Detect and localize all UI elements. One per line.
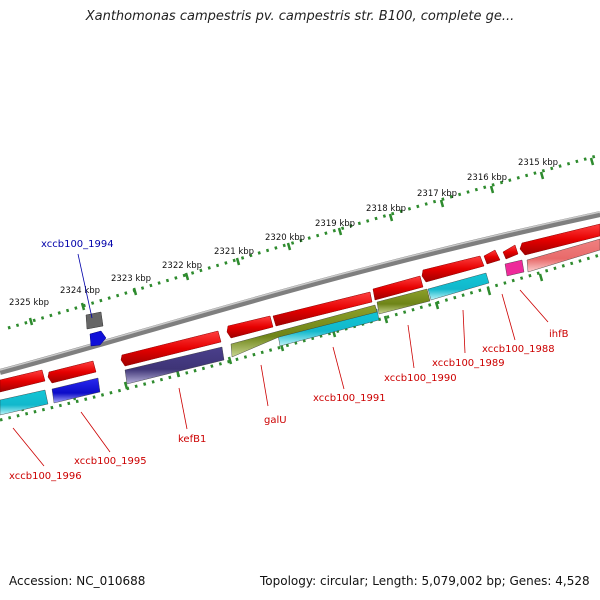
cds-olive-2 — [230, 304, 378, 358]
backbone-highlight — [0, 211, 600, 371]
gene-galU-arrow — [272, 291, 373, 327]
gene-label-ihfB[interactable]: ihfB — [549, 329, 569, 340]
tick-2321 — [286, 242, 292, 251]
ruler-label-2322: 2322 kbp — [162, 261, 202, 271]
cds-purple — [124, 346, 225, 385]
ruler-label-2325: 2325 kbp — [9, 298, 49, 308]
ruler-ticks — [28, 157, 595, 326]
gene-xccb100_1992-arrow — [226, 315, 274, 339]
gene-xccb100_1990-arrow — [421, 255, 485, 283]
gene-kefB1-arrow — [120, 330, 222, 367]
tick-2318 — [439, 199, 445, 208]
tick-2319 — [388, 213, 394, 222]
gene-ihfB-arrow — [519, 223, 600, 256]
cds-features — [0, 238, 600, 416]
topology-label: Topology: circular; Length: 5,079,002 bp… — [260, 574, 590, 588]
tick-2323 — [184, 272, 190, 281]
gene-label-kefB1[interactable]: kefB1 — [178, 434, 206, 445]
gene-xccb100_1989-arrow — [483, 249, 501, 265]
ruler-label-2316: 2316 kbp — [467, 173, 507, 183]
label-leaders — [12, 253, 549, 467]
tick-2316 — [539, 171, 545, 180]
ruler-label-2320: 2320 kbp — [265, 233, 305, 243]
tick-2325 — [80, 302, 86, 311]
ruler-label-2315: 2315 kbp — [518, 158, 558, 168]
ruler-label-2319: 2319 kbp — [315, 219, 355, 229]
gene-label-galU[interactable]: galU — [264, 415, 287, 426]
gene-label-xccb100_1988[interactable]: xccb100_1988 — [482, 344, 555, 355]
inner-ruler-track — [0, 253, 600, 422]
tick-2320 — [337, 227, 343, 236]
ruler-label-2323: 2323 kbp — [111, 274, 151, 284]
ruler-label-2318: 2318 kbp — [366, 204, 406, 214]
gene-label-xccb100_1989[interactable]: xccb100_1989 — [432, 358, 505, 369]
gene-xccb100_1995-arrow — [47, 360, 97, 384]
ruler-label-2317: 2317 kbp — [417, 189, 457, 199]
gene-xccb100_1996-arrow — [0, 369, 46, 393]
cds-blue — [51, 377, 101, 404]
cds-cyan-1 — [427, 272, 490, 301]
ruler-label-2321: 2321 kbp — [214, 247, 254, 257]
gene-xccb100_1988-arrow — [502, 244, 519, 260]
gene-label-xccb100_1990[interactable]: xccb100_1990 — [384, 373, 457, 384]
accession-label: Accession: NC_010688 — [9, 574, 146, 588]
gene-xccb100_1994-gray — [85, 311, 104, 330]
tick-2317 — [489, 185, 495, 194]
gene-xccb100_1991-arrow — [372, 275, 424, 301]
cds-olive-1 — [376, 288, 431, 315]
cds-cyan-3 — [0, 389, 49, 416]
forward-genes — [0, 223, 600, 393]
genome-backbone — [0, 211, 600, 375]
gene-label-xccb100_1991[interactable]: xccb100_1991 — [313, 393, 386, 404]
cds-pink — [504, 259, 525, 277]
ruler-track — [7, 153, 600, 330]
tick-2324 — [132, 287, 138, 296]
cds-salmon — [526, 238, 600, 273]
gene-label-xccb100_1994[interactable]: xccb100_1994 — [41, 239, 114, 250]
gene-xccb100_1994-blue — [89, 330, 107, 347]
gene-label-xccb100_1995[interactable]: xccb100_1995 — [74, 456, 147, 467]
tick-2315 — [589, 157, 595, 166]
tick-2322 — [235, 257, 241, 266]
map-title: Xanthomonas campestris pv. campestris st… — [85, 9, 515, 24]
tick-2326 — [28, 317, 34, 326]
ruler-label-2324: 2324 kbp — [60, 286, 100, 296]
gene-label-xccb100_1996[interactable]: xccb100_1996 — [9, 471, 82, 482]
